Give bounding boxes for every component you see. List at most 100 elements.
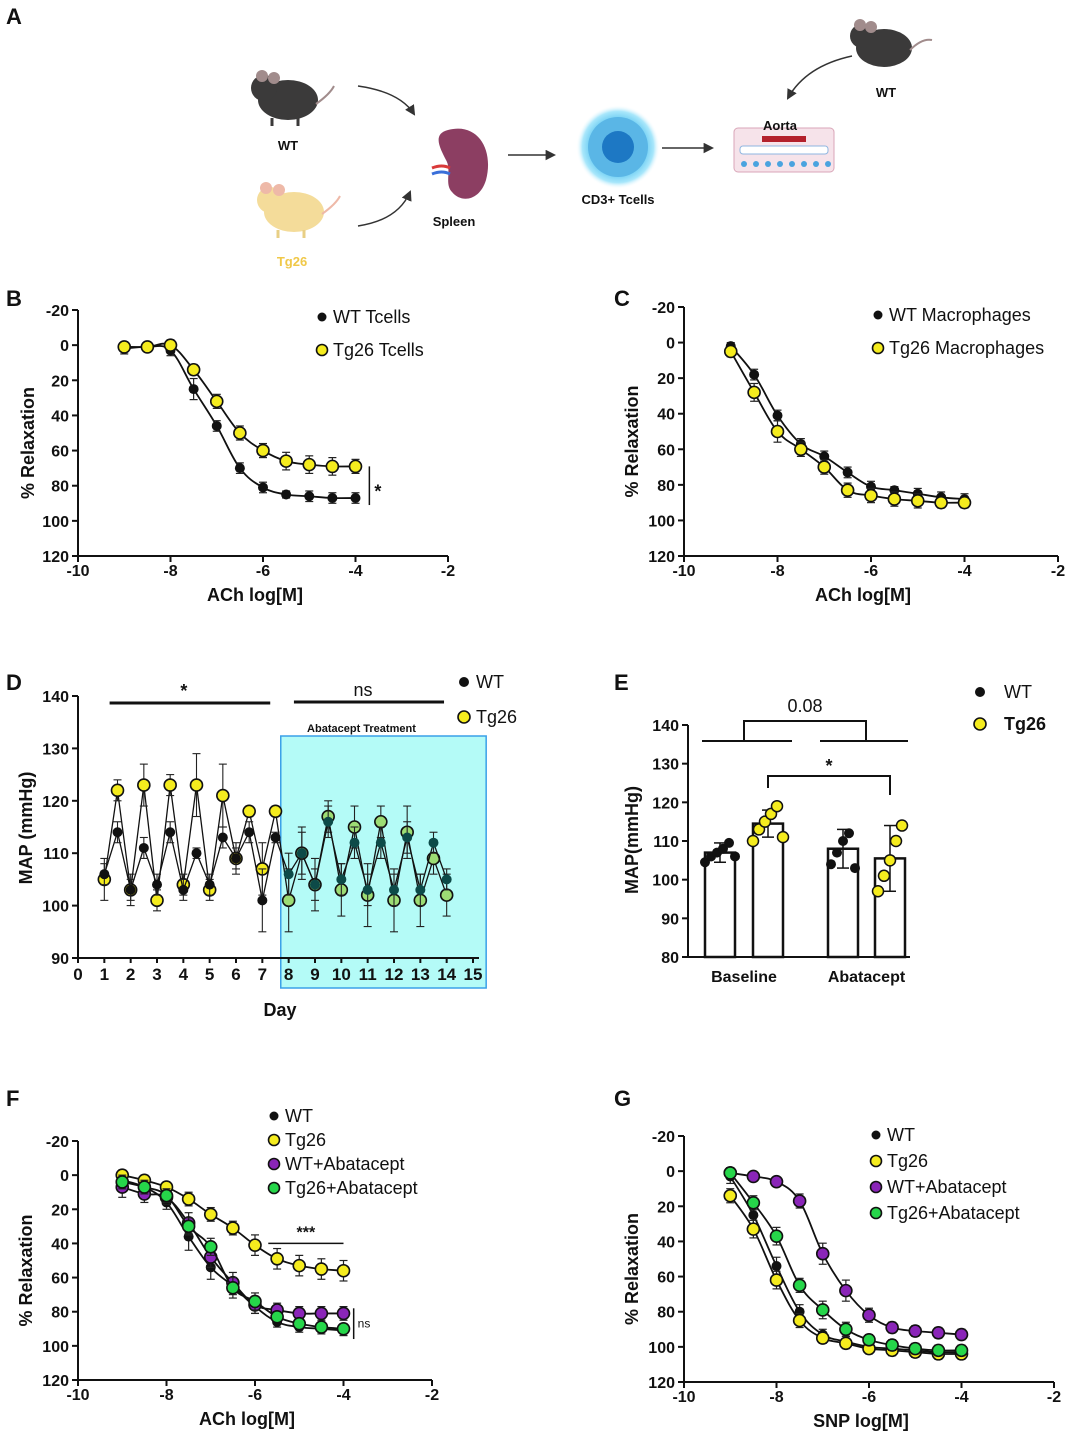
x-tick-label: -2 bbox=[1047, 1389, 1061, 1406]
data-point bbox=[889, 834, 903, 848]
y-tick-label: 80 bbox=[657, 478, 675, 495]
category-label: Baseline bbox=[711, 969, 777, 986]
data-point bbox=[138, 842, 149, 853]
data-point bbox=[776, 830, 790, 844]
x-tick-label: 1 bbox=[100, 965, 109, 984]
data-point bbox=[350, 493, 361, 504]
data-point bbox=[839, 1283, 853, 1298]
bar bbox=[751, 822, 785, 959]
data-point bbox=[839, 1336, 853, 1351]
data-point bbox=[877, 869, 891, 883]
data-point bbox=[748, 1210, 759, 1221]
x-axis-label: ACh log[M] bbox=[207, 585, 303, 605]
x-axis-label: SNP log[M] bbox=[813, 1411, 909, 1431]
data-point bbox=[327, 493, 338, 504]
legend-marker bbox=[459, 677, 469, 687]
data-point bbox=[910, 494, 925, 508]
legend-label: Tg26 bbox=[285, 1130, 326, 1150]
data-point bbox=[125, 884, 136, 895]
significance-label: 0.08 bbox=[787, 696, 822, 716]
y-tick-label: 60 bbox=[51, 444, 69, 461]
legend-label: WT bbox=[1004, 682, 1032, 702]
data-point bbox=[323, 816, 334, 827]
significance-star: * bbox=[825, 756, 832, 776]
fit-curve-wt bbox=[121, 1179, 344, 1332]
y-tick-label: 100 bbox=[648, 1340, 675, 1357]
y-tick-label: 110 bbox=[43, 846, 69, 863]
legend-label: Tg26+Abatacept bbox=[285, 1178, 418, 1198]
data-point bbox=[850, 863, 860, 874]
y-tick-label: -20 bbox=[652, 1129, 675, 1146]
data-point bbox=[152, 879, 162, 890]
x-tick-label: -10 bbox=[66, 563, 89, 580]
y-tick-label: 0 bbox=[60, 338, 69, 355]
data-point bbox=[258, 482, 268, 493]
treatment-region bbox=[280, 735, 487, 989]
data-point bbox=[244, 827, 255, 838]
data-point bbox=[826, 859, 836, 870]
data-point bbox=[270, 832, 281, 843]
data-point bbox=[931, 1343, 946, 1358]
data-point bbox=[159, 1188, 174, 1203]
y-tick-label: 120 bbox=[652, 795, 679, 812]
data-point bbox=[374, 814, 388, 829]
significance-star: * bbox=[374, 482, 381, 502]
data-point bbox=[866, 481, 876, 492]
y-tick-label: 80 bbox=[661, 950, 679, 967]
chart-panel-b: B -20 0 20 40 60 80 100 120-10 -8 -6 -4 -2 ACh log[M]… bbox=[6, 286, 455, 605]
x-tick-label: -8 bbox=[770, 563, 784, 580]
data-point bbox=[862, 1333, 876, 1347]
panel-letter-g: G bbox=[614, 1086, 631, 1111]
legend-marker bbox=[267, 1133, 281, 1147]
data-point bbox=[178, 884, 189, 895]
mouse-wt-icon bbox=[251, 70, 335, 126]
y-tick-label: 90 bbox=[51, 951, 69, 968]
data-point bbox=[885, 1320, 899, 1335]
data-point bbox=[439, 888, 454, 902]
panel-letter-d: D bbox=[6, 670, 22, 695]
data-point bbox=[217, 832, 228, 843]
data-point bbox=[934, 495, 948, 510]
panel-letter-c: C bbox=[614, 286, 630, 311]
data-point bbox=[163, 338, 178, 352]
data-point bbox=[746, 1169, 761, 1184]
data-point bbox=[336, 874, 347, 885]
panel-letter-e: E bbox=[614, 670, 629, 695]
x-tick-label: -4 bbox=[336, 1387, 350, 1404]
data-point bbox=[292, 1258, 307, 1273]
data-point bbox=[189, 778, 204, 792]
legend-label: WT+Abatacept bbox=[285, 1154, 405, 1174]
y-tick-label: -20 bbox=[46, 303, 69, 320]
data-point bbox=[815, 1331, 830, 1345]
data-point bbox=[375, 837, 386, 848]
data-point bbox=[140, 340, 155, 354]
data-point bbox=[746, 834, 760, 848]
data-point bbox=[302, 457, 317, 472]
chart-panel-e: E 80 90 100 110 120 130 140 MAP(mmHg) Baseline Aba… bbox=[614, 670, 1046, 986]
data-point bbox=[792, 1278, 807, 1293]
legend-label: Tg26 Macrophages bbox=[889, 338, 1044, 358]
significance-bracket-group bbox=[702, 720, 908, 742]
data-point bbox=[794, 442, 808, 457]
significance-bracket bbox=[767, 775, 891, 795]
x-tick-label: 6 bbox=[231, 965, 240, 984]
data-point bbox=[150, 893, 164, 908]
data-point bbox=[165, 827, 176, 838]
y-tick-label: -20 bbox=[652, 300, 675, 317]
y-tick-label: 100 bbox=[652, 873, 679, 890]
arrow-tg26-to-spleen bbox=[357, 190, 412, 227]
data-point bbox=[815, 1246, 830, 1261]
data-point bbox=[895, 819, 909, 832]
data-point bbox=[842, 467, 853, 478]
x-tick-label: 12 bbox=[385, 965, 404, 984]
data-point bbox=[292, 1316, 307, 1331]
data-point bbox=[749, 369, 760, 380]
x-tick-label: 10 bbox=[332, 965, 351, 984]
data-point bbox=[819, 451, 830, 462]
data-point bbox=[191, 848, 202, 859]
x-tick-label: 11 bbox=[359, 965, 377, 984]
y-tick-label: 130 bbox=[652, 757, 679, 774]
x-tick-label: 7 bbox=[258, 965, 267, 984]
data-point bbox=[871, 885, 885, 898]
significance-label: ns bbox=[353, 680, 372, 700]
